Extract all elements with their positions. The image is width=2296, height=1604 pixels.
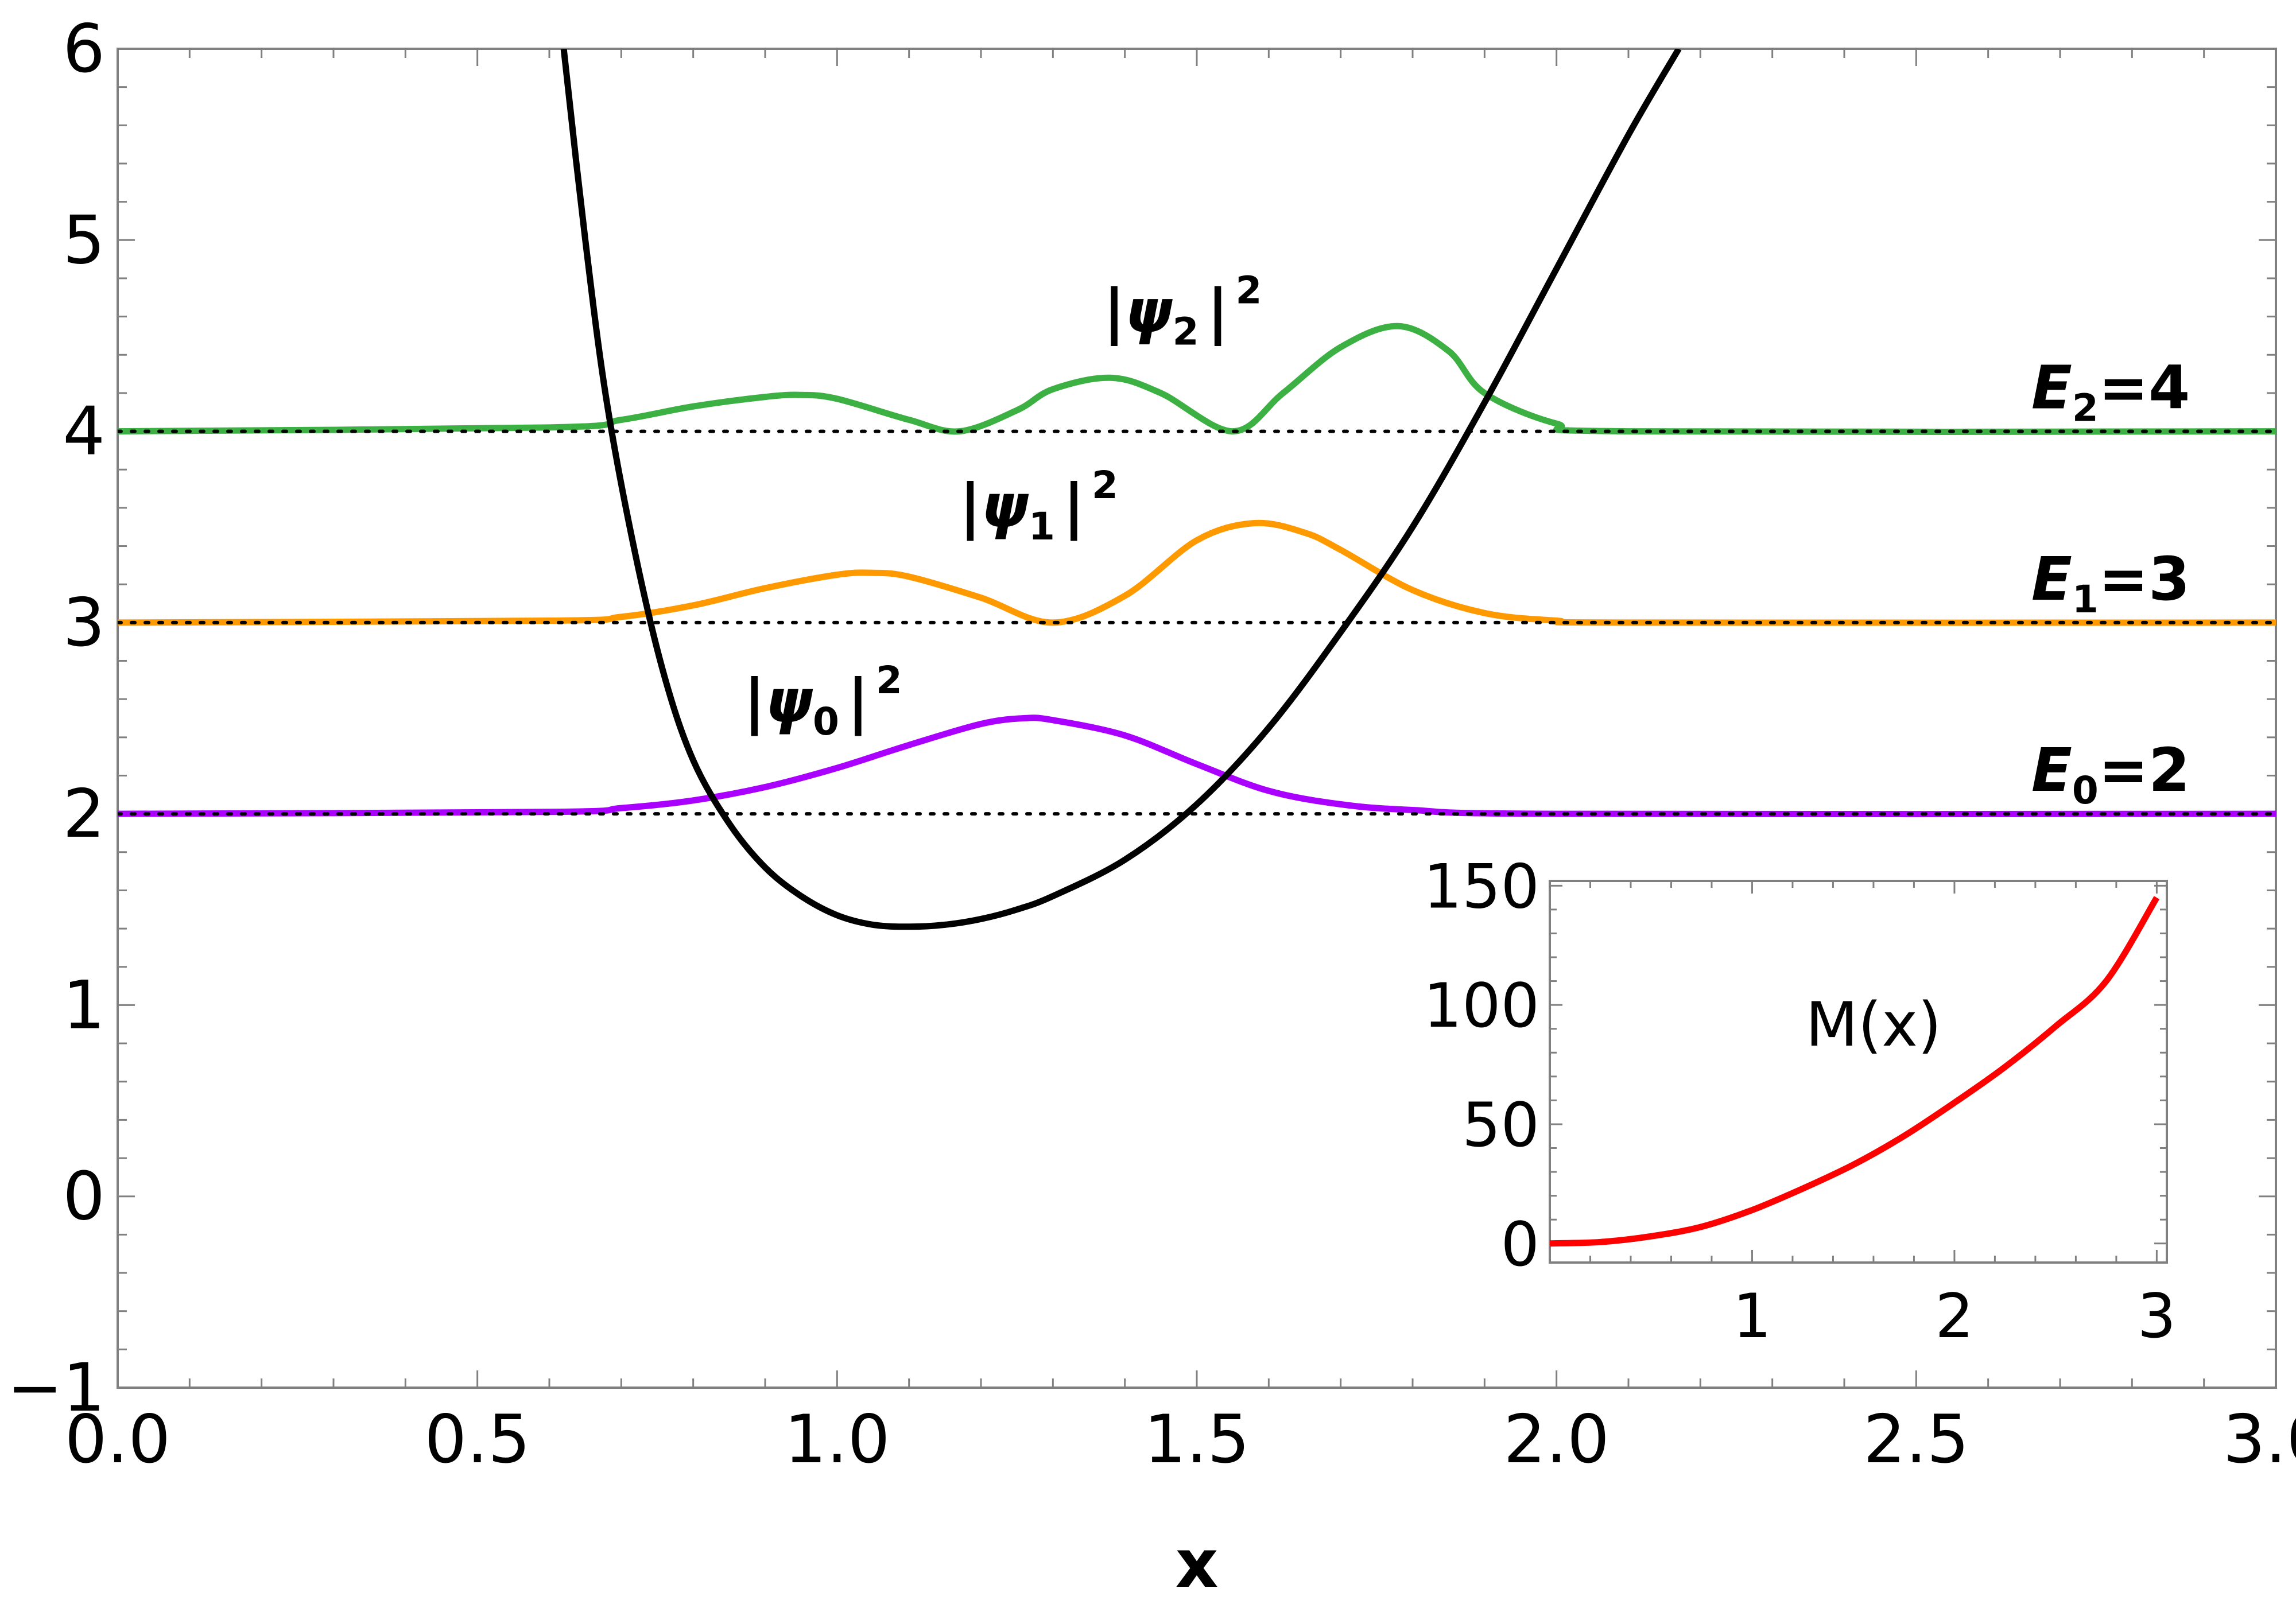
energy-label: E1=3: [2031, 544, 2190, 622]
y-tick-label: 0: [63, 1158, 105, 1236]
inset-series: [1549, 896, 2160, 1247]
y-tick-label: 2: [63, 775, 105, 853]
y-tick-label: 4: [63, 393, 105, 471]
inset-y-tick-label: 0: [1501, 1209, 1539, 1280]
y-tick-label: 1: [63, 966, 105, 1044]
main-annotations: |ψ2 | 2 |ψ1 | 2 |ψ0 | 2 E2=4 E1=3 E0=2: [743, 268, 2190, 813]
y-tick-label: −1: [7, 1349, 105, 1427]
inset-plot-frame: [1549, 880, 2168, 1264]
x-tick-label: 0.0: [65, 1401, 170, 1478]
x-axis-label: x: [1176, 1525, 1219, 1603]
x-tick-label: 2.0: [1503, 1401, 1609, 1478]
x-tick-label: 1.0: [784, 1401, 890, 1478]
psi2-density-curve: [118, 323, 2276, 436]
y-tick-label: 3: [63, 584, 105, 662]
psi-label: |ψ1 | 2: [959, 463, 1118, 549]
y-tick-label: 6: [63, 10, 105, 88]
energy-label: E0=2: [2031, 735, 2190, 813]
inset-y-tick-label: 100: [1424, 970, 1539, 1041]
y-tick-label: 5: [63, 201, 105, 279]
main-tick-labels: 0.0 0.5 1.0 1.5 2.0 2.5 3.0 −1 0 1 2 3 4 5 6: [7, 10, 2296, 1478]
x-tick-label: 1.5: [1144, 1401, 1250, 1478]
psi-label: |ψ0 | 2: [743, 658, 902, 744]
psi-label: |ψ2 | 2: [1103, 268, 1262, 354]
x-tick-label: 0.5: [424, 1401, 530, 1478]
psi1-density-curve: [118, 519, 2276, 626]
inset-x-tick-label: 2: [1935, 1281, 1973, 1351]
inset-tick-labels: 1 2 3 0 50 100 150: [1424, 851, 2176, 1351]
potential-curve: [560, 49, 1682, 930]
main-plot: 0.0 0.5 1.0 1.5 2.0 2.5 3.0 −1 0 1 2 3 4 5 6 |ψ2|2 |ψ1|…: [7, 10, 2296, 1603]
main-series: [118, 49, 2276, 930]
inset-plot: 1 2 3 0 50 100 150 M(x): [1424, 851, 2176, 1351]
energy-label: E2=4: [2031, 353, 2190, 430]
inset-x-tick-label: 1: [1733, 1281, 1771, 1351]
x-tick-label: 2.5: [1863, 1401, 1969, 1478]
inset-y-tick-label: 50: [1462, 1090, 1539, 1160]
x-tick-label: 3.0: [2223, 1401, 2296, 1478]
inset-x-tick-label: 3: [2138, 1281, 2176, 1351]
inset-y-tick-label: 150: [1424, 851, 1539, 922]
mass-curve: [1549, 896, 2160, 1247]
inset-curve-label: M(x): [1805, 989, 1941, 1060]
